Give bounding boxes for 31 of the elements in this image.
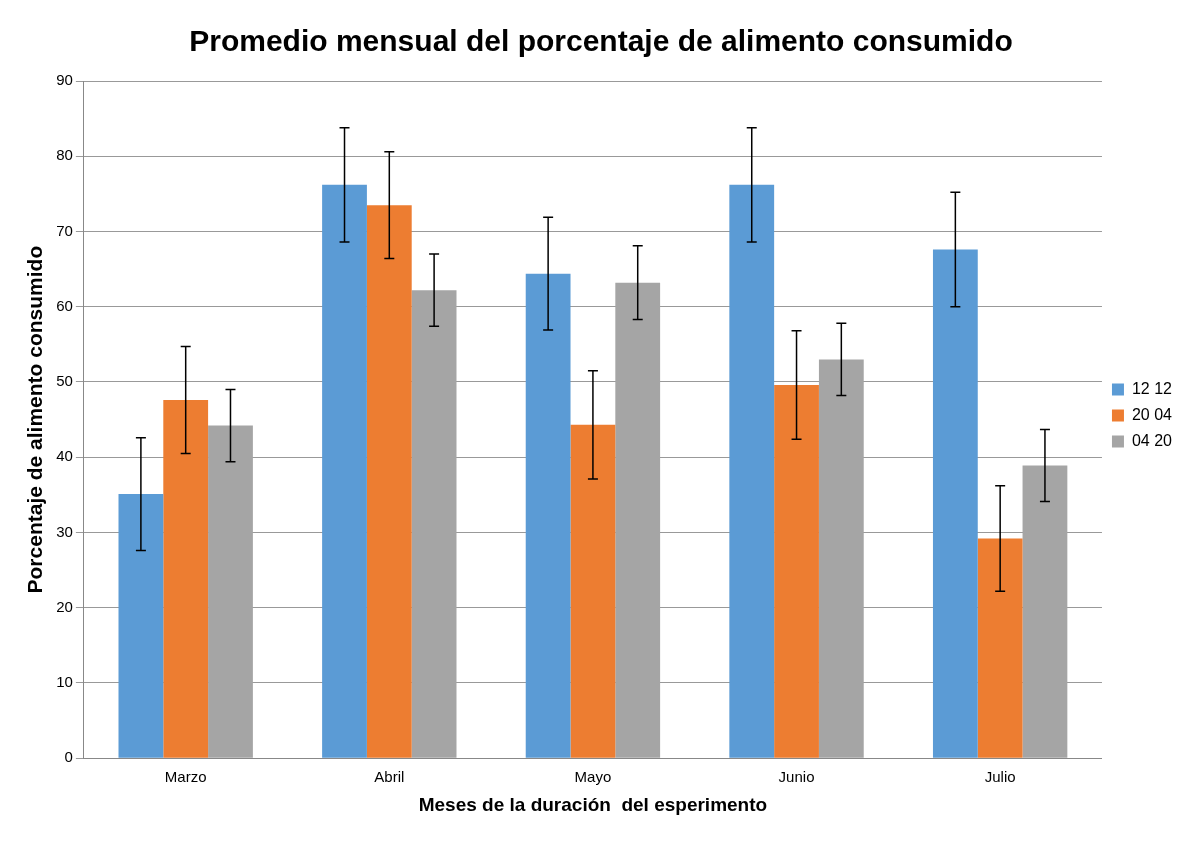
bar	[163, 400, 209, 758]
legend-label: 12 12	[1131, 379, 1173, 397]
x-tick-label: Junio	[778, 768, 815, 786]
y-tick-label: 10	[56, 673, 73, 691]
x-axis-title: Meses de la duración del esperimento	[418, 793, 768, 815]
x-tick-label: Mayo	[574, 768, 612, 786]
y-tick-label: 60	[56, 296, 73, 314]
bar	[118, 494, 164, 758]
legend-label: 20 04	[1131, 405, 1173, 423]
y-tick-label: 80	[56, 146, 73, 164]
y-tick-label: 0	[64, 748, 73, 766]
y-tick-label: 40	[56, 447, 73, 465]
y-tick-label: 50	[56, 372, 73, 390]
y-tick-label: 20	[56, 597, 73, 615]
bar	[932, 249, 978, 758]
bar	[322, 184, 367, 758]
x-tick-label: Marzo	[164, 768, 207, 786]
bar	[774, 384, 819, 758]
bar	[525, 273, 571, 758]
x-tick-label: Julio	[984, 768, 1016, 786]
bar	[729, 184, 775, 758]
y-tick-label: 90	[56, 71, 73, 89]
bar	[977, 538, 1023, 758]
bar	[366, 205, 412, 758]
y-tick-label: 30	[56, 522, 73, 540]
x-tick-label: Abril	[374, 768, 405, 786]
bar	[570, 424, 616, 758]
chart-title: Promedio mensual del porcentaje de alimento consumido	[189, 24, 1013, 58]
legend-label: 04 20	[1131, 431, 1173, 449]
y-axis-title: Porcentaje de alimento consumido	[23, 245, 47, 594]
y-tick-label: 70	[56, 221, 73, 239]
